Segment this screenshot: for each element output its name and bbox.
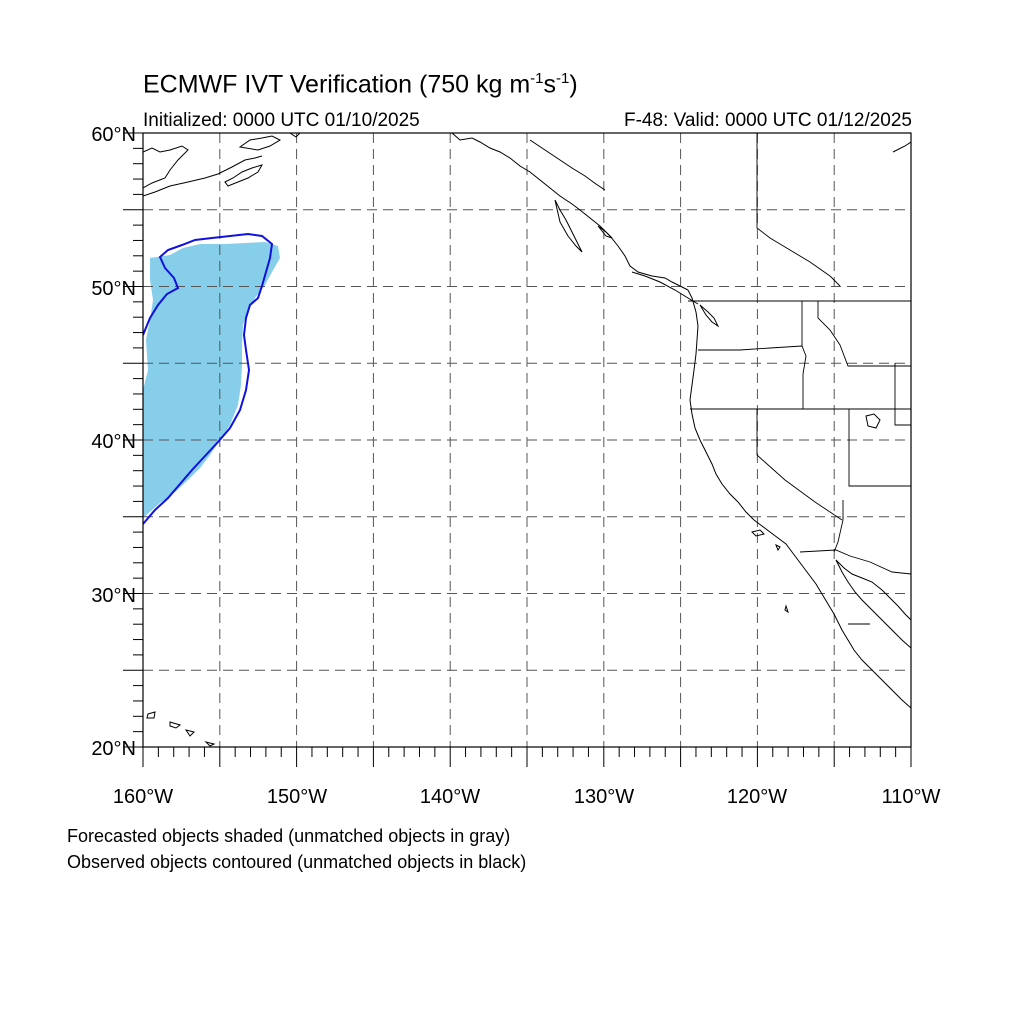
observed-note: Observed objects contoured (unmatched ob… <box>67 852 527 872</box>
lat-label-50: 50°N <box>91 278 136 300</box>
state-boundaries <box>688 133 911 625</box>
axis-ticks <box>123 132 912 767</box>
gridlines <box>143 133 911 747</box>
forecast-note: Forecasted objects shaded (unmatched obj… <box>67 826 511 846</box>
chart-title: ECMWF IVT Verification (750 kg m-1s-1) <box>143 70 578 99</box>
coastlines <box>143 133 911 747</box>
lon-label-130w: 130°W <box>574 786 634 808</box>
lon-label-110w: 110°W <box>882 786 941 808</box>
initialized-time: Initialized: 0000 UTC 01/10/2025 <box>143 110 420 131</box>
lat-label-60: 60°N <box>91 124 136 146</box>
forecast-object-shade <box>143 242 280 518</box>
lat-label-20: 20°N <box>91 738 136 760</box>
lon-label-160w: 160°W <box>113 786 173 808</box>
lat-label-30: 30°N <box>91 585 136 607</box>
lon-label-120w: 120°W <box>727 786 787 808</box>
lon-label-150w: 150°W <box>267 786 327 808</box>
lon-label-140w: 140°W <box>420 786 480 808</box>
valid-time: F-48: Valid: 0000 UTC 01/12/2025 <box>624 110 912 131</box>
lon-axis-labels: 160°W 150°W 140°W 130°W 120°W 110°W <box>113 786 941 808</box>
observed-object-contour <box>143 232 274 525</box>
lat-axis-labels: 20°N 30°N 40°N 50°N 60°N <box>91 124 136 760</box>
lat-label-40: 40°N <box>91 431 136 453</box>
